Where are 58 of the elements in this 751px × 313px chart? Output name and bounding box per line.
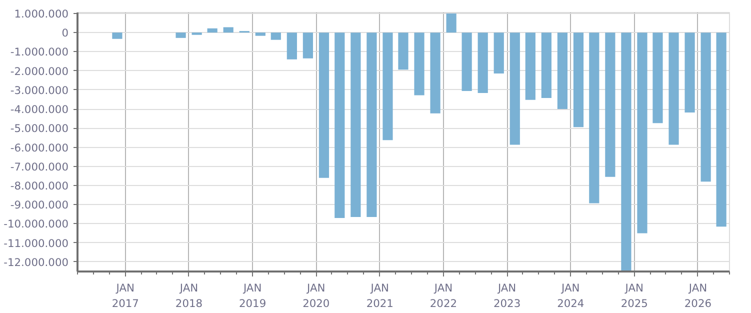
bar <box>621 32 632 272</box>
bar <box>684 32 695 112</box>
bar <box>286 32 297 60</box>
bar <box>430 32 440 114</box>
bar <box>255 32 266 36</box>
bar <box>557 32 568 110</box>
bar <box>176 32 186 38</box>
x-tick-label: JAN 2022 <box>430 282 458 310</box>
bar <box>510 32 520 145</box>
y-tick-label: 1.000.000 <box>14 7 69 20</box>
x-tick-label: JAN 2026 <box>684 282 712 310</box>
y-tick-label: -12.000.000 <box>4 256 69 269</box>
bar <box>382 32 393 140</box>
x-tick-label: JAN 2020 <box>302 282 330 310</box>
y-tick-label: -4.000.000 <box>10 103 69 116</box>
y-tick-label: -10.000.000 <box>4 218 69 231</box>
bar <box>366 32 377 218</box>
bar <box>414 32 424 96</box>
y-tick-label: -9.000.000 <box>10 198 69 212</box>
bar <box>334 32 345 218</box>
bar <box>446 13 456 33</box>
x-tick-label: JAN 2023 <box>493 282 521 310</box>
y-tick-label: -8.000.000 <box>10 179 69 192</box>
bar <box>700 32 711 182</box>
y-tick-label: -11.000.000 <box>4 236 69 250</box>
bar <box>573 32 584 128</box>
bar <box>478 32 488 93</box>
y-tick-label: -1.000.000 <box>10 46 69 59</box>
bar <box>318 32 330 178</box>
x-tick-label: JAN 2018 <box>175 282 203 310</box>
bar <box>494 32 504 74</box>
y-tick-label: -5.000.000 <box>10 122 69 136</box>
bar <box>525 32 536 100</box>
y-tick-label: -7.000.000 <box>10 160 69 174</box>
bar <box>207 28 218 33</box>
bar <box>541 32 552 98</box>
bar <box>652 32 663 124</box>
x-tick-label: JAN 2021 <box>366 282 394 310</box>
bar <box>605 32 616 177</box>
x-tick-label: JAN 2019 <box>239 282 266 310</box>
bar <box>398 32 408 70</box>
bar <box>668 32 679 145</box>
x-tick-label: JAN 2017 <box>112 282 139 310</box>
bar <box>716 32 726 227</box>
y-tick-label: 0 <box>62 26 69 40</box>
bar <box>302 32 314 58</box>
x-tick-label: JAN 2024 <box>557 282 584 310</box>
bar <box>462 32 472 92</box>
x-tick-label: JAN 2025 <box>620 282 648 310</box>
y-tick-label: -3.000.000 <box>10 84 69 97</box>
bar <box>112 32 122 39</box>
y-tick-label: -2.000.000 <box>10 64 69 78</box>
bar <box>637 32 648 234</box>
y-tick-label: -6.000.000 <box>10 141 69 154</box>
bar <box>589 32 600 204</box>
bar <box>223 27 234 33</box>
bar <box>270 32 281 40</box>
bar <box>350 32 361 218</box>
